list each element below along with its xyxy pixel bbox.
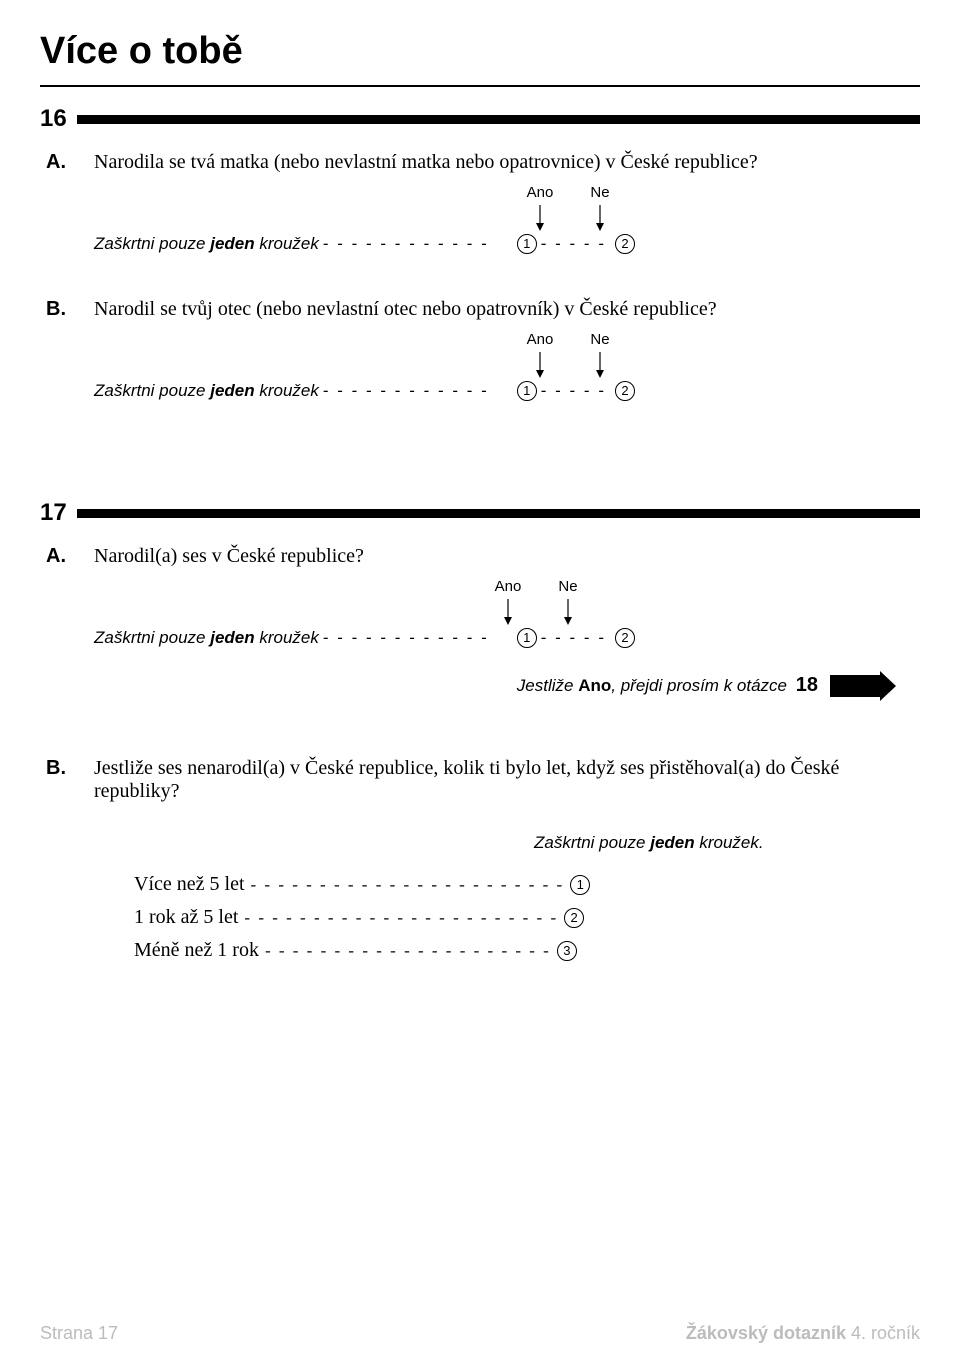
footer-doc-title: Žákovský dotazník 4. ročník bbox=[686, 1323, 920, 1344]
q17b-opt-dashes-2: - - - - - - - - - - - - - - - - - - - - … bbox=[259, 941, 557, 961]
footer-page-number: Strana 17 bbox=[40, 1323, 118, 1344]
q17b-instr: Zaškrtni pouze jeden kroužek. bbox=[534, 833, 920, 853]
q17b-instr-prefix: Zaškrtni pouze bbox=[534, 833, 650, 852]
q16a-instr-bold: jeden bbox=[210, 234, 254, 253]
q17a-text: Narodil(a) ses v České republice? bbox=[94, 545, 920, 568]
q17a-ano-label: Ano bbox=[474, 578, 542, 595]
arrow-down-icon bbox=[474, 599, 542, 625]
q16b-dashes1: - - - - - - - - - - - - bbox=[319, 381, 493, 401]
arrow-down-icon bbox=[542, 599, 594, 625]
q17a-letter: A. bbox=[40, 545, 94, 568]
q16a-dashes1: - - - - - - - - - - - - bbox=[319, 234, 493, 254]
q17a-option-1[interactable]: 1 bbox=[517, 628, 537, 648]
section-16: 16 A. Narodila se tvá matka (nebo nevlas… bbox=[40, 105, 920, 401]
q17b-opt-row-2: Méně než 1 rok - - - - - - - - - - - - -… bbox=[134, 939, 920, 962]
section-17-bar bbox=[77, 509, 920, 518]
q17a-ano-ne: Ano Ne bbox=[474, 578, 920, 625]
q17a-dashes1: - - - - - - - - - - - - bbox=[319, 628, 493, 648]
q17a-instr-bold: jeden bbox=[210, 628, 254, 647]
q17b-opt-row-0: Více než 5 let - - - - - - - - - - - - -… bbox=[134, 873, 920, 896]
q17b-opt-row-1: 1 rok až 5 let - - - - - - - - - - - - -… bbox=[134, 906, 920, 929]
page-footer: Strana 17 Žákovský dotazník 4. ročník bbox=[40, 1323, 920, 1344]
arrow-right-icon bbox=[830, 675, 880, 697]
arrow-down-icon bbox=[506, 205, 574, 231]
q17a-option-2[interactable]: 2 bbox=[615, 628, 635, 648]
q17a-instr-prefix: Zaškrtni pouze bbox=[94, 628, 210, 647]
q17a-skip-text: Jestliže Ano, přejdi prosím k otázce 18 bbox=[517, 674, 818, 697]
arrow-down-icon bbox=[506, 352, 574, 378]
section-17: 17 A. Narodil(a) ses v České republice? … bbox=[40, 499, 920, 962]
q17a-row: A. Narodil(a) ses v České republice? bbox=[40, 545, 920, 568]
q16a-option-1[interactable]: 1 bbox=[517, 234, 537, 254]
q16b-ano-ne: Ano Ne bbox=[506, 331, 920, 378]
section-16-header: 16 bbox=[40, 105, 920, 133]
q16a-dashes2: - - - - - bbox=[537, 234, 610, 254]
q17a-dashes2: - - - - - bbox=[537, 628, 610, 648]
q17a-instr-suffix: kroužek bbox=[255, 628, 319, 647]
q17b-opt-dashes-1: - - - - - - - - - - - - - - - - - - - - … bbox=[238, 908, 564, 928]
q16b-option-1[interactable]: 1 bbox=[517, 381, 537, 401]
q17b-option-2[interactable]: 2 bbox=[564, 908, 584, 928]
section-17-header: 17 bbox=[40, 499, 920, 527]
q16b-dashes2: - - - - - bbox=[537, 381, 610, 401]
arrow-down-icon bbox=[574, 352, 626, 378]
q16a-instr: Zaškrtni pouze jeden kroužek bbox=[40, 234, 319, 254]
q17b-opt-label-1: 1 rok až 5 let bbox=[134, 906, 238, 929]
q17a-ne-label: Ne bbox=[542, 578, 594, 595]
q16a-ano-ne: Ano Ne bbox=[506, 184, 920, 231]
q17b-instr-bold: jeden bbox=[650, 833, 694, 852]
q17b-opt-dashes-0: - - - - - - - - - - - - - - - - - - - - … bbox=[245, 875, 571, 895]
q16b-letter: B. bbox=[40, 298, 94, 321]
q17a-skip-num: 18 bbox=[796, 674, 818, 696]
q16b-ano-label: Ano bbox=[506, 331, 574, 348]
q17b-letter: B. bbox=[40, 757, 94, 780]
q16a-letter: A. bbox=[40, 151, 94, 174]
q17a-skip-bold: Ano bbox=[578, 676, 611, 695]
q16b-option-2[interactable]: 2 bbox=[615, 381, 635, 401]
q16a-answer-line: Zaškrtni pouze jeden kroužek - - - - - -… bbox=[40, 233, 920, 254]
q17a-skip-prefix: Jestliže bbox=[517, 676, 578, 695]
q17b-option-3[interactable]: 3 bbox=[557, 941, 577, 961]
q16b-row: B. Narodil se tvůj otec (nebo nevlastní … bbox=[40, 298, 920, 321]
q16a-ne-label: Ne bbox=[574, 184, 626, 201]
q16a-instr-suffix: kroužek bbox=[255, 234, 319, 253]
q17a-skip-row: Jestliže Ano, přejdi prosím k otázce 18 bbox=[40, 674, 880, 697]
q16a-row: A. Narodila se tvá matka (nebo nevlastní… bbox=[40, 151, 920, 174]
title-rule bbox=[40, 85, 920, 87]
q17b-text: Jestliže ses nenarodil(a) v České republ… bbox=[94, 757, 920, 803]
q17a-answer-line: Zaškrtni pouze jeden kroužek - - - - - -… bbox=[40, 627, 920, 648]
arrow-down-icon bbox=[574, 205, 626, 231]
q17b-row: B. Jestliže ses nenarodil(a) v České rep… bbox=[40, 757, 920, 803]
page-title: Více o tobě bbox=[0, 0, 960, 85]
q17b-opt-label-2: Méně než 1 rok bbox=[134, 939, 259, 962]
q17b-instr-suffix: kroužek. bbox=[695, 833, 764, 852]
q16b-answer-line: Zaškrtni pouze jeden kroužek - - - - - -… bbox=[40, 380, 920, 401]
q17a-instr: Zaškrtni pouze jeden kroužek bbox=[40, 628, 319, 648]
footer-bold: Žákovský dotazník bbox=[686, 1323, 846, 1343]
q16b-instr: Zaškrtni pouze jeden kroužek bbox=[40, 381, 319, 401]
q17b-opt-label-0: Více než 5 let bbox=[134, 873, 245, 896]
q16a-ano-label: Ano bbox=[506, 184, 574, 201]
footer-light: 4. ročník bbox=[846, 1323, 920, 1343]
q16b-instr-suffix: kroužek bbox=[255, 381, 319, 400]
section-16-number: 16 bbox=[40, 105, 67, 133]
section-16-bar bbox=[77, 115, 920, 124]
q17b-option-list: Více než 5 let - - - - - - - - - - - - -… bbox=[134, 873, 920, 962]
q16b-ne-label: Ne bbox=[574, 331, 626, 348]
q16b-text: Narodil se tvůj otec (nebo nevlastní ote… bbox=[94, 298, 920, 321]
q16a-option-2[interactable]: 2 bbox=[615, 234, 635, 254]
section-17-number: 17 bbox=[40, 499, 67, 527]
q17a-skip-mid: , přejdi prosím k otázce bbox=[611, 676, 787, 695]
q16b-instr-prefix: Zaškrtni pouze bbox=[94, 381, 210, 400]
q16a-instr-prefix: Zaškrtni pouze bbox=[94, 234, 210, 253]
q16a-text: Narodila se tvá matka (nebo nevlastní ma… bbox=[94, 151, 920, 174]
q17b-option-1[interactable]: 1 bbox=[570, 875, 590, 895]
q16b-instr-bold: jeden bbox=[210, 381, 254, 400]
